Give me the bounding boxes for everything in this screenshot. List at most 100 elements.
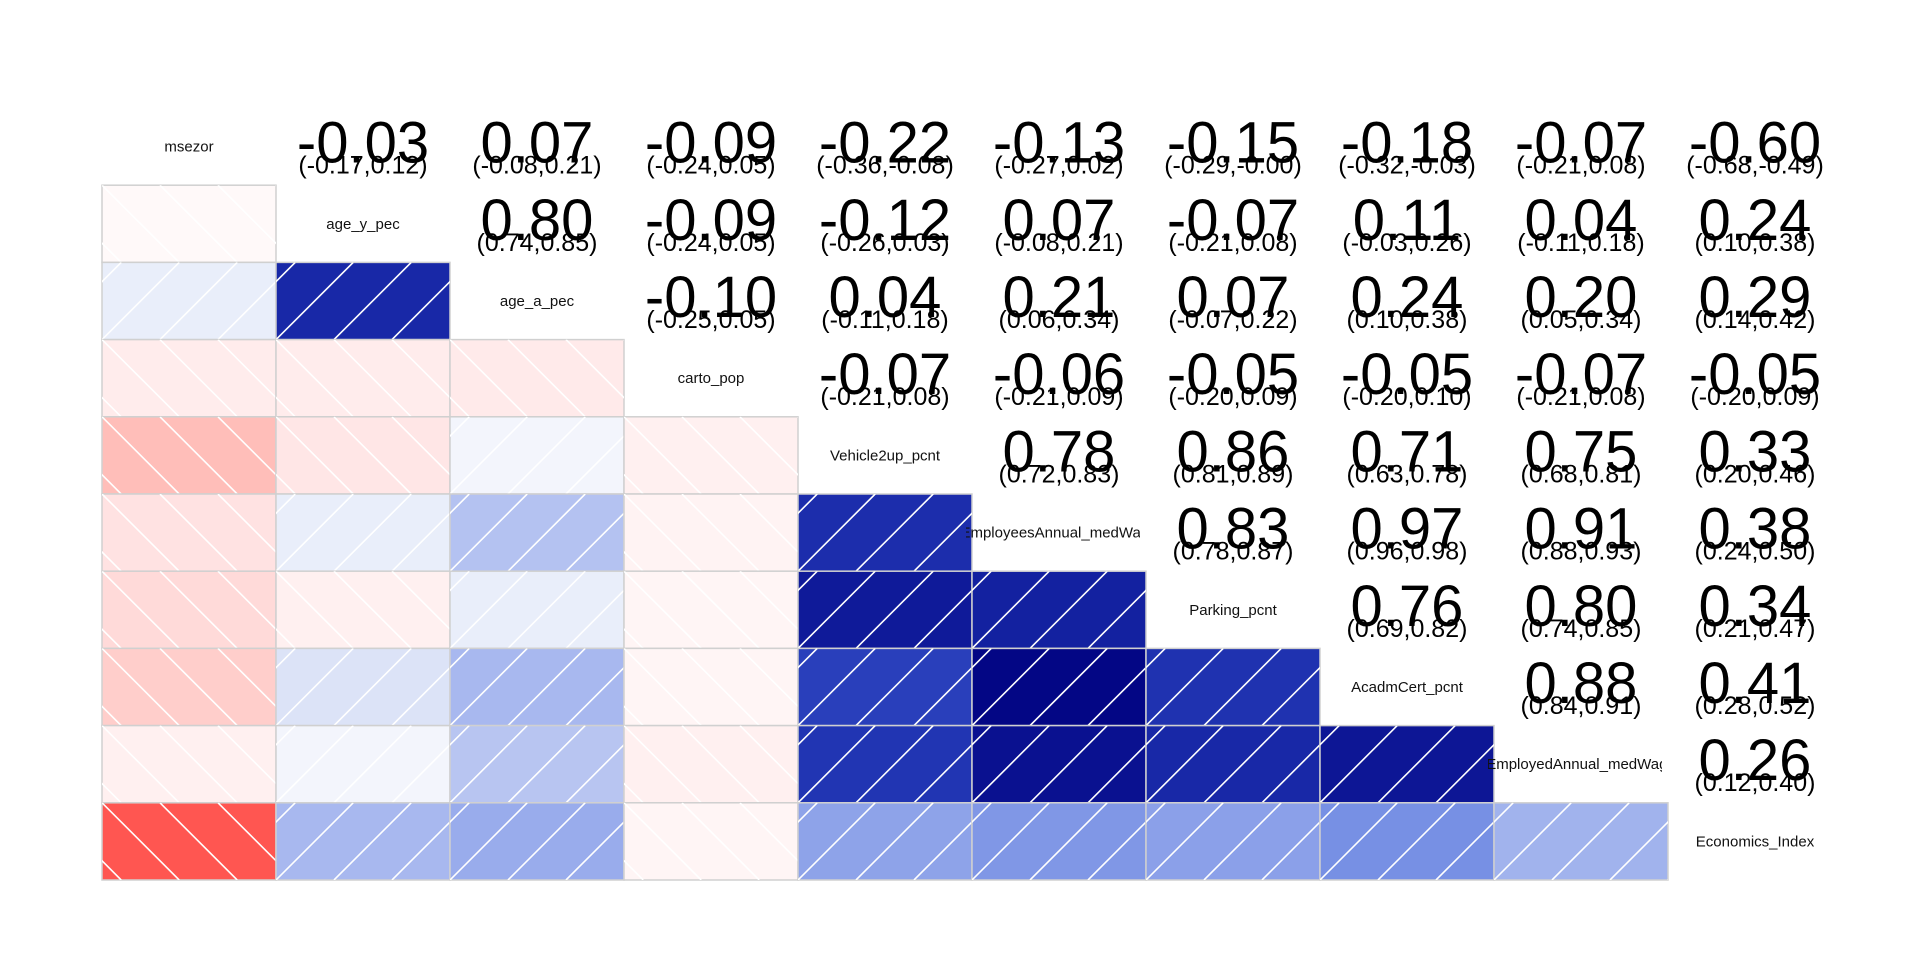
hatch-pattern [972,648,1146,726]
corr-label-msezor-EmployeesAnnual_medWage: -0.13(-0.27,0.02) [993,111,1125,180]
corr-cell-EmployeesAnnual_medWage-age_y_pec [275,493,451,572]
corr-cell-AcadmCert_pcnt-age_a_pec [449,647,625,727]
coefficient-value: 0.04 [1525,188,1638,253]
corr-cell-EmployedAnnual_medWage-Vehicle2up_pcnt [797,724,973,804]
confidence-interval: (-0.17,0.12) [298,152,427,180]
hatch-pattern [798,725,972,803]
coefficient-value: 0.86 [1177,419,1290,484]
hatch-pattern [972,571,1146,649]
hatch-pattern [102,802,276,880]
corr-cell-AcadmCert_pcnt-age_y_pec [275,647,451,727]
corr-label-age_a_pec-AcadmCert_pcnt: 0.24(0.10,0.38) [1347,265,1468,334]
confidence-interval: (0.96,0.98) [1347,538,1468,566]
confidence-interval: (0.68,0.81) [1521,460,1642,488]
coefficient-value: 0.21 [1003,265,1116,330]
confidence-interval: (-0.21,0.09) [994,383,1123,411]
confidence-interval: (-0.20,0.09) [1168,383,1297,411]
corr-label-carto_pop-AcadmCert_pcnt: -0.05(-0.20,0.10) [1341,342,1473,411]
coefficient-value: -0.15 [1167,111,1299,176]
confidence-interval: (0.74,0.85) [477,229,598,257]
confidence-interval: (-0.21,0.08) [1516,152,1645,180]
hatch-pattern [798,494,972,572]
corr-cell-EmployeesAnnual_medWage-age_a_pec [449,493,625,572]
corr-label-age_a_pec-Parking_pcnt: 0.07(-0.07,0.22) [1168,265,1297,334]
corr-label-msezor-carto_pop: -0.09(-0.24,0.05) [645,111,777,180]
corr-label-Parking_pcnt-EmployedAnnual_medWage: 0.80(0.74,0.85) [1521,574,1642,643]
hatch-pattern [624,802,798,880]
hatch-pattern [102,416,276,494]
corr-cell-Parking_pcnt-carto_pop [623,570,799,650]
corr-label-msezor-Parking_pcnt: -0.15(-0.29,-0.00) [1164,111,1302,180]
confidence-interval: (-0.11,0.18) [821,306,948,334]
confidence-interval: (-0.21,0.08) [1168,229,1297,257]
corr-label-age_a_pec-EmployeesAnnual_medWage: 0.21(0.06,0.34) [999,265,1120,334]
confidence-interval: (0.05,0.34) [1521,306,1642,334]
coefficient-value: 0.34 [1699,574,1812,639]
hatch-pattern [276,416,450,494]
coefficient-value: 0.78 [1003,419,1116,484]
variable-label-Economics_Index: Economics_Index [1696,833,1815,850]
corr-cell-Economics_Index-carto_pop [623,802,799,881]
variable-label-age_a_pec: age_a_pec [500,293,575,310]
coefficient-value: -0.22 [819,111,951,176]
coefficient-value: 0.11 [1353,188,1462,253]
confidence-interval: (-0.03,0.26) [1342,229,1471,257]
corr-cell-Parking_pcnt-msezor [101,570,277,650]
coefficient-value: 0.91 [1525,497,1638,562]
variable-label-Vehicle2up_pcnt: Vehicle2up_pcnt [830,447,941,464]
hatch-pattern [102,185,276,263]
corr-label-EmployedAnnual_medWage-Economics_Index: 0.26(0.12,0.40) [1695,728,1816,797]
corr-label-msezor-AcadmCert_pcnt: -0.18(-0.32,-0.03) [1338,111,1476,180]
coefficient-value: 0.20 [1525,265,1638,330]
coefficient-value: -0.60 [1689,111,1821,176]
hatch-pattern [102,725,276,803]
hatch-pattern [276,494,450,572]
corr-label-Vehicle2up_pcnt-EmployeesAnnual_medWage: 0.78(0.72,0.83) [999,419,1120,488]
confidence-interval: (-0.11,0.18) [1517,229,1644,257]
corr-cell-Vehicle2up_pcnt-age_a_pec [449,416,625,495]
hatch-pattern [624,416,798,494]
corr-cell-age_y_pec-msezor [101,184,277,264]
coefficient-value: 0.41 [1699,651,1812,716]
coefficient-value: 0.33 [1699,419,1812,484]
corr-label-Vehicle2up_pcnt-Parking_pcnt: 0.86(0.81,0.89) [1173,419,1294,488]
corr-cell-EmployedAnnual_medWage-age_a_pec [449,724,625,804]
hatch-pattern [450,416,624,494]
confidence-interval: (-0.29,-0.00) [1164,152,1302,180]
confidence-interval: (0.28,0.52) [1695,692,1816,720]
hatch-pattern [972,725,1146,803]
coefficient-value: 0.97 [1351,497,1464,562]
corr-cell-Parking_pcnt-EmployeesAnnual_medWage [971,570,1147,650]
corr-cell-Economics_Index-Parking_pcnt [1145,802,1321,881]
corr-cell-EmployedAnnual_medWage-Parking_pcnt [1145,724,1321,804]
coefficient-value: 0.71 [1351,419,1464,484]
hatch-pattern [972,802,1146,880]
corr-cell-EmployedAnnual_medWage-msezor [101,724,277,804]
hatch-pattern [450,494,624,572]
coefficient-value: -0.09 [645,111,777,176]
coefficient-value: 0.07 [1177,265,1290,330]
coefficient-value: -0.05 [1341,342,1473,407]
corr-label-age_y_pec-Parking_pcnt: -0.07(-0.21,0.08) [1167,188,1299,257]
hatch-pattern [102,262,276,340]
confidence-interval: (-0.26,0.03) [820,229,949,257]
hatch-pattern [450,571,624,649]
corr-cell-Economics_Index-EmployeesAnnual_medWage [971,802,1147,881]
corr-label-msezor-EmployedAnnual_medWage: -0.07(-0.21,0.08) [1515,111,1647,180]
confidence-interval: (-0.36,-0.08) [816,152,954,180]
corr-label-age_y_pec-Vehicle2up_pcnt: -0.12(-0.26,0.03) [819,188,951,257]
corr-label-AcadmCert_pcnt-EmployedAnnual_medWage: 0.88(0.84,0.91) [1521,651,1642,720]
hatch-pattern [1146,802,1320,880]
corr-label-msezor-age_y_pec: -0.03(-0.17,0.12) [297,111,429,180]
coefficient-value: -0.07 [1515,342,1647,407]
corr-label-age_y_pec-carto_pop: -0.09(-0.24,0.05) [645,188,777,257]
hatch-pattern [624,494,798,572]
hatch-pattern [276,339,450,417]
hatch-pattern [450,802,624,880]
coefficient-value: 0.04 [829,265,942,330]
corr-cell-AcadmCert_pcnt-msezor [101,647,277,727]
confidence-interval: (0.06,0.34) [999,306,1120,334]
confidence-interval: (0.78,0.87) [1173,538,1294,566]
variable-label-msezor: msezor [164,139,213,156]
hatch-pattern [276,725,450,803]
